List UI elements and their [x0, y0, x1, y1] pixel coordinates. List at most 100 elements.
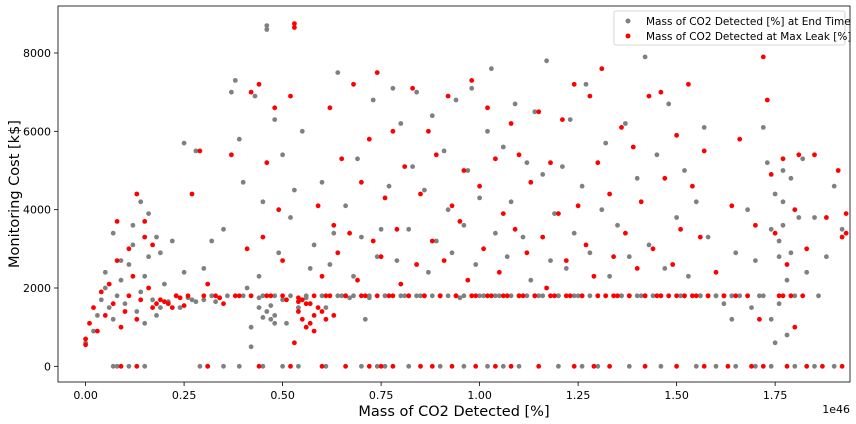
point-max-leak — [248, 89, 254, 95]
point-end-time — [177, 305, 183, 310]
point-end-time — [607, 273, 612, 279]
point-max-leak — [682, 293, 687, 299]
point-end-time — [130, 242, 136, 248]
point-max-leak — [169, 305, 175, 310]
point-end-time — [252, 93, 258, 99]
point-max-leak — [623, 230, 628, 236]
point-end-time — [390, 85, 396, 91]
point-end-time — [201, 266, 207, 271]
point-end-time — [481, 293, 486, 299]
point-end-time — [114, 293, 120, 299]
point-max-leak — [134, 191, 140, 197]
point-max-leak — [280, 293, 285, 299]
point-max-leak — [607, 191, 612, 197]
point-max-leak — [591, 273, 597, 279]
point-max-leak — [839, 234, 845, 240]
point-max-leak — [319, 309, 325, 314]
point-end-time — [272, 320, 278, 326]
y-axis-title: Monitoring Cost [k$] — [7, 120, 23, 268]
legend-marker-end-time — [625, 18, 631, 24]
point-end-time — [414, 293, 419, 299]
point-max-leak — [126, 293, 132, 299]
point-max-leak — [437, 293, 443, 299]
point-max-leak — [536, 363, 542, 369]
point-end-time — [804, 269, 810, 275]
point-max-leak — [311, 313, 317, 318]
point-max-leak — [674, 293, 679, 299]
point-end-time — [674, 215, 679, 220]
point-end-time — [378, 226, 384, 232]
point-max-leak — [414, 262, 419, 267]
point-max-leak — [690, 293, 695, 299]
point-max-leak — [327, 105, 333, 111]
point-max-leak — [244, 246, 250, 252]
point-end-time — [721, 301, 727, 307]
point-end-time — [323, 305, 329, 310]
point-max-leak — [102, 313, 108, 318]
point-max-leak — [575, 203, 581, 209]
point-max-leak — [697, 234, 703, 240]
point-max-leak — [260, 234, 266, 240]
point-end-time — [134, 309, 140, 314]
point-max-leak — [693, 293, 699, 299]
point-max-leak — [83, 336, 88, 342]
point-end-time — [816, 293, 821, 299]
point-end-time — [162, 281, 167, 287]
point-end-time — [634, 293, 640, 299]
point-end-time — [445, 293, 451, 299]
point-end-time — [260, 293, 266, 299]
point-end-time — [788, 250, 794, 256]
point-max-leak — [473, 293, 479, 299]
point-end-time — [615, 222, 620, 228]
point-end-time — [209, 293, 215, 299]
point-end-time — [307, 266, 313, 271]
point-end-time — [406, 363, 412, 369]
point-end-time — [272, 293, 278, 299]
point-max-leak — [583, 242, 589, 248]
point-max-leak — [493, 363, 498, 369]
point-end-time — [311, 242, 317, 248]
x-offset-label: 1e46 — [822, 403, 850, 416]
point-max-leak — [733, 293, 739, 299]
point-end-time — [792, 363, 798, 369]
point-end-time — [776, 254, 782, 260]
point-max-leak — [449, 203, 455, 209]
point-end-time — [619, 293, 624, 299]
point-end-time — [142, 273, 148, 279]
point-max-leak — [776, 293, 782, 299]
point-end-time — [508, 293, 514, 299]
point-end-time — [697, 293, 703, 299]
point-end-time — [512, 101, 518, 107]
point-max-leak — [812, 152, 817, 158]
point-end-time — [118, 258, 124, 263]
point-max-leak — [402, 164, 408, 170]
point-max-leak — [780, 156, 786, 162]
point-max-leak — [749, 363, 754, 369]
point-max-leak — [441, 258, 447, 263]
y-tick-label: 0 — [44, 360, 51, 373]
point-end-time — [839, 226, 845, 232]
point-end-time — [102, 269, 108, 275]
point-end-time — [284, 320, 289, 326]
point-max-leak — [374, 293, 380, 299]
point-end-time — [260, 315, 266, 320]
point-end-time — [760, 293, 766, 299]
point-max-leak — [359, 179, 364, 185]
point-max-leak — [567, 293, 573, 299]
point-max-leak — [162, 299, 167, 305]
point-end-time — [280, 363, 285, 369]
point-max-leak — [331, 313, 337, 318]
point-end-time — [784, 332, 790, 338]
plot-frame — [57, 5, 851, 383]
point-end-time — [792, 293, 798, 299]
point-end-time — [587, 250, 593, 256]
point-max-leak — [760, 54, 766, 60]
point-end-time — [780, 199, 786, 205]
point-max-leak — [343, 363, 348, 369]
point-max-leak — [792, 207, 798, 213]
point-end-time — [729, 316, 735, 322]
point-max-leak — [595, 293, 601, 299]
point-end-time — [110, 316, 116, 322]
point-max-leak — [485, 293, 490, 299]
point-max-leak — [630, 144, 636, 150]
